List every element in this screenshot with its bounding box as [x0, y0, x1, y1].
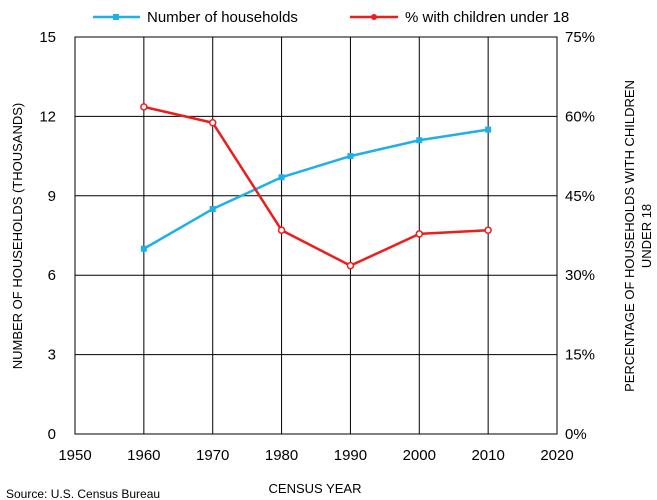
y-tick-label: 12 [39, 108, 56, 125]
y2-axis-label-line1: PERCENTAGE OF HOUSEHOLDS WITH CHILDREN [622, 80, 637, 392]
plot-area-border [74, 36, 558, 435]
y-tick-label: 0 [48, 426, 56, 443]
series-line-children-pct [143, 105, 489, 267]
data-point-households [416, 137, 423, 144]
data-point-children-pct [484, 226, 492, 234]
data-point-children-pct [140, 103, 148, 111]
y-tick-label: 6 [48, 267, 56, 284]
y2-tick-label: 60% [565, 108, 595, 125]
series-layer [140, 103, 492, 270]
tick-labels: 1950 1960 1970 1980 1990 2000 2010 2020 0 3 6 9 12 15… [39, 29, 595, 464]
legend-label-households: Number of households [147, 9, 298, 26]
legend-label-children-pct: % with children under 18 [405, 9, 569, 26]
y2-tick-label: 45% [565, 188, 595, 205]
data-point-children-pct [277, 226, 286, 234]
y-tick-label: 3 [48, 347, 56, 364]
x-tick-label: 1990 [334, 447, 367, 464]
data-point-households [278, 174, 285, 181]
legend: Number of households % with children und… [93, 9, 569, 26]
y-tick-label: 9 [48, 188, 56, 205]
x-tick-label: 1970 [196, 447, 229, 464]
x-tick-label: 2010 [471, 447, 504, 464]
source-note: Source: U.S. Census Bureau [6, 487, 160, 500]
data-point-households [140, 245, 147, 252]
legend-marker-households [113, 14, 119, 20]
y2-tick-label: 0% [565, 426, 587, 443]
x-axis-label: CENSUS YEAR [269, 481, 362, 496]
gridlines [74, 36, 558, 435]
x-tick-label: 1980 [265, 447, 298, 464]
x-tick-label: 2020 [540, 447, 573, 464]
y2-tick-label: 15% [565, 347, 595, 364]
y2-axis-label-line2: UNDER 18 [639, 204, 654, 268]
y2-tick-label: 75% [565, 29, 595, 46]
data-point-households [485, 126, 492, 133]
y-tick-label: 15 [39, 29, 56, 46]
x-tick-label: 1960 [127, 447, 160, 464]
data-point-children-pct [415, 230, 424, 238]
legend-marker-children-pct [371, 14, 377, 20]
data-point-households [347, 153, 354, 160]
series-line-households [143, 128, 489, 250]
data-point-households [209, 206, 216, 213]
data-point-children-pct [346, 261, 355, 270]
y2-tick-label: 30% [565, 267, 595, 284]
data-point-children-pct [208, 119, 217, 127]
x-tick-label: 2000 [403, 447, 436, 464]
y-axis-label: NUMBER OF HOUSEHOLDS (THOUSANDS) [10, 103, 25, 370]
x-tick-label: 1950 [58, 447, 91, 464]
